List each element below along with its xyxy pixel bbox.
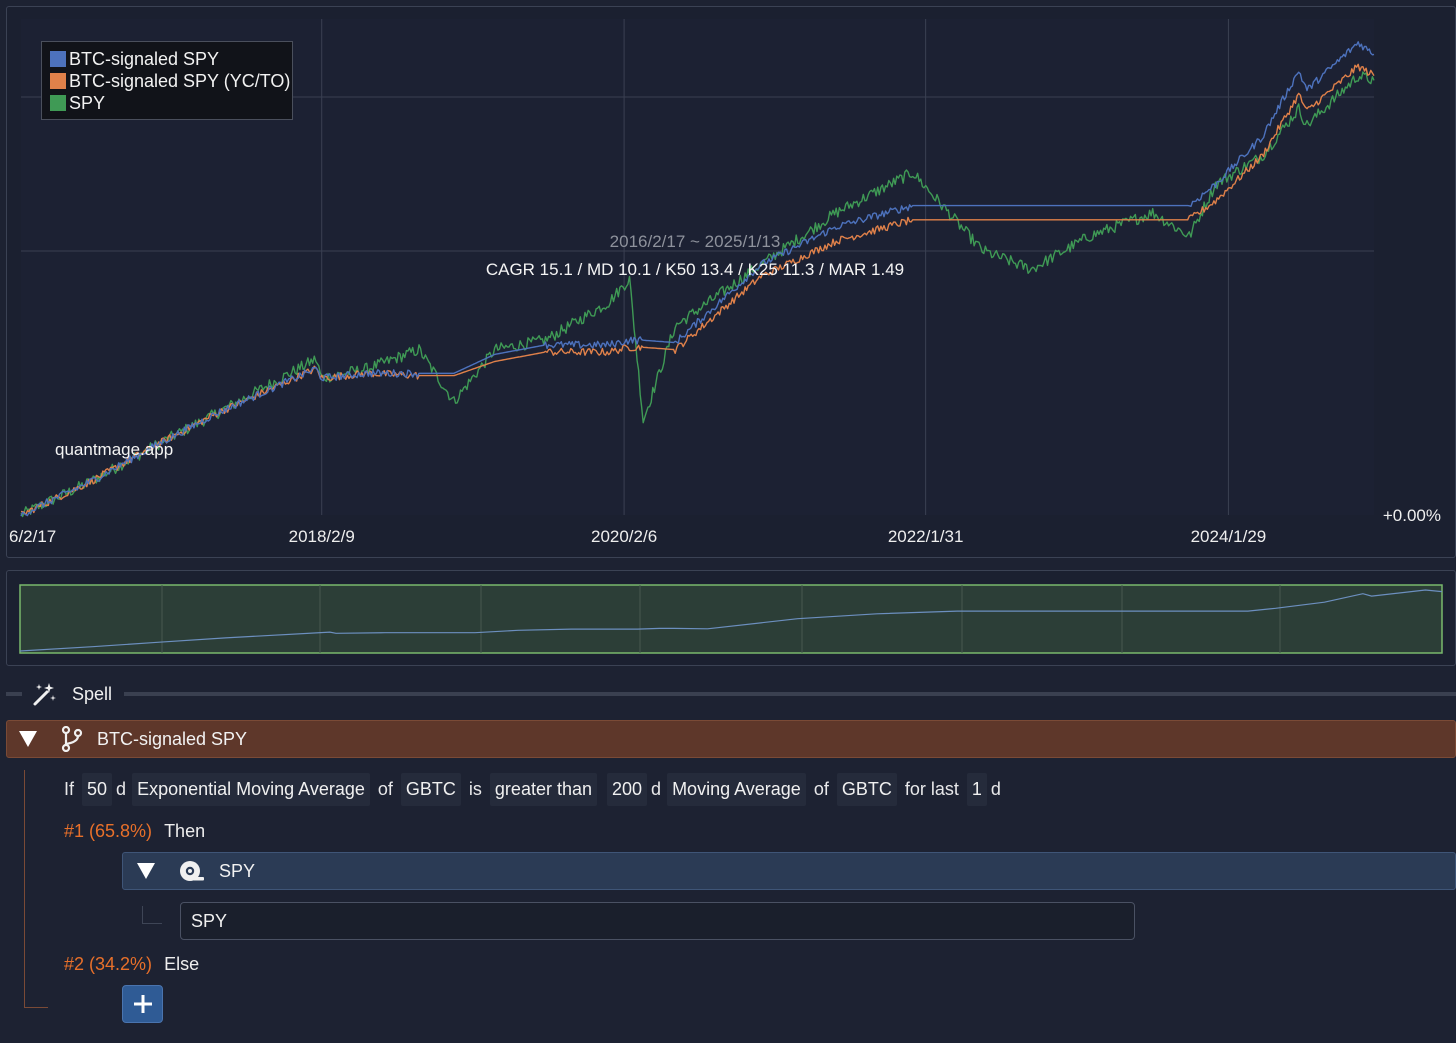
rhs-indicator-select[interactable]: Moving Average: [667, 772, 806, 806]
legend-label: BTC-signaled SPY (YC/TO): [69, 70, 291, 91]
navigator-series-line: [19, 589, 1443, 652]
ticker-input[interactable]: SPY: [180, 902, 1135, 940]
x-tick-label: 2020/2/6: [591, 527, 657, 546]
add-block-button[interactable]: [122, 985, 163, 1023]
range-navigator[interactable]: [7, 571, 1456, 667]
chart-legend: BTC-signaled SPY BTC-signaled SPY (YC/TO…: [41, 41, 293, 120]
legend-swatch-btc-spy: [50, 51, 66, 67]
legend-item[interactable]: BTC-signaled SPY: [50, 48, 292, 70]
lhs-indicator-select[interactable]: Exponential Moving Average: [132, 772, 370, 806]
lhs-ticker-field[interactable]: GBTC: [400, 772, 461, 806]
git-branch-icon: [61, 726, 83, 752]
tree-connector: [24, 770, 48, 1008]
plus-icon: [133, 995, 152, 1013]
legend-item[interactable]: BTC-signaled SPY (YC/TO): [50, 70, 292, 92]
equity-chart-panel: 6/2/17 2018/2/9 2020/2/6 2022/1/31 2024/1/29…: [6, 6, 1456, 558]
rhs-period-field[interactable]: 200: [607, 772, 648, 806]
stats-label: CAGR 15.1 / MD 10.1 / K50 13.4 / K25 11.…: [486, 260, 904, 279]
x-tick-label: 2022/1/31: [888, 527, 964, 546]
then-case-row: #1 (65.8%) Then: [64, 818, 205, 844]
else-keyword: Else: [164, 953, 200, 974]
spell-divider: Spell: [0, 676, 1456, 712]
x-tick-label: 2024/1/29: [1191, 527, 1267, 546]
divider-line: [124, 692, 1456, 696]
if-block-header[interactable]: BTC-signaled SPY: [6, 720, 1456, 758]
lhs-period-field[interactable]: 50: [82, 772, 113, 806]
legend-swatch-btc-spy-ycto: [50, 73, 66, 89]
navigator-selection[interactable]: [19, 584, 1443, 654]
then-allocation-label: #1 (65.8%): [64, 820, 153, 841]
asset-block-header[interactable]: SPY: [122, 852, 1456, 890]
for-last-value-field[interactable]: 1: [966, 772, 987, 806]
legend-item[interactable]: SPY: [50, 92, 292, 114]
rhs-unit: d: [651, 778, 662, 799]
watermark-text: quantmage.app: [55, 440, 173, 459]
then-keyword: Then: [164, 820, 206, 841]
x-tick-label: 6/2/17: [9, 527, 56, 546]
else-case-row: #2 (34.2%) Else: [64, 951, 199, 977]
spell-label[interactable]: Spell: [72, 683, 113, 704]
asset-block-title[interactable]: SPY: [219, 860, 256, 881]
comparator-select[interactable]: greater than: [489, 772, 597, 806]
rhs-ticker-field[interactable]: GBTC: [836, 772, 897, 806]
legend-label: BTC-signaled SPY: [69, 48, 220, 69]
condition-row: If 50 d Exponential Moving Average of GB…: [58, 770, 1005, 808]
tree-connector: [142, 906, 162, 924]
legend-swatch-spy: [50, 95, 66, 111]
collapse-triangle-icon[interactable]: [19, 731, 37, 747]
legend-label: SPY: [69, 92, 106, 113]
for-last-keyword: for last: [904, 778, 959, 799]
for-last-unit: d: [990, 778, 1001, 799]
x-tick-label: 2018/2/9: [289, 527, 355, 546]
of-keyword: of: [377, 778, 393, 799]
is-keyword: is: [468, 778, 482, 799]
asset-search-icon: [180, 861, 204, 881]
y-axis-label: +0.00%: [1383, 506, 1441, 525]
if-keyword: If: [64, 778, 75, 799]
series-line-btc-signaled-spy[interactable]: [20, 41, 1375, 517]
lhs-unit: d: [116, 778, 127, 799]
magic-wand-icon[interactable]: [32, 681, 58, 707]
if-block-title[interactable]: BTC-signaled SPY: [97, 728, 248, 749]
range-navigator-panel: [6, 570, 1456, 666]
else-allocation-label: #2 (34.2%): [64, 953, 153, 974]
collapse-triangle-icon[interactable]: [137, 863, 155, 879]
period-label: 2016/2/17 ~ 2025/1/13: [610, 232, 781, 251]
of-keyword: of: [813, 778, 829, 799]
divider-line: [6, 692, 22, 696]
